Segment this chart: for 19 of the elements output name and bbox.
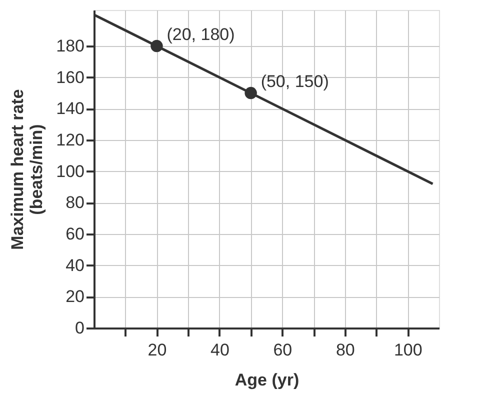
x-tick-label: 20 bbox=[148, 340, 167, 360]
y-tick-label: 120 bbox=[56, 130, 84, 150]
y-tick-label: 60 bbox=[66, 224, 84, 244]
y-tick-label: 180 bbox=[56, 36, 84, 56]
y-tick-label: 140 bbox=[56, 99, 84, 118]
y-tick-label: 40 bbox=[66, 256, 84, 275]
annotation: (50, 150) bbox=[260, 72, 329, 92]
x-tick-label: 40 bbox=[210, 340, 230, 360]
x-tick-label: 100 bbox=[394, 340, 422, 360]
y-tick-label: 160 bbox=[56, 68, 84, 87]
y-axis-title: Maximum heart rate (beats/min) bbox=[8, 89, 46, 250]
y-tick-label: 20 bbox=[66, 287, 84, 306]
y-tick-label: 80 bbox=[66, 193, 84, 212]
x-axis-title: Age (yr) bbox=[234, 370, 300, 390]
x-tick-label: 60 bbox=[273, 340, 292, 360]
y-tick-label: 100 bbox=[56, 162, 84, 181]
annotation: (20, 180) bbox=[166, 25, 235, 44]
y-tick-label: 0 bbox=[75, 318, 84, 338]
x-tick-label: 80 bbox=[336, 340, 355, 360]
